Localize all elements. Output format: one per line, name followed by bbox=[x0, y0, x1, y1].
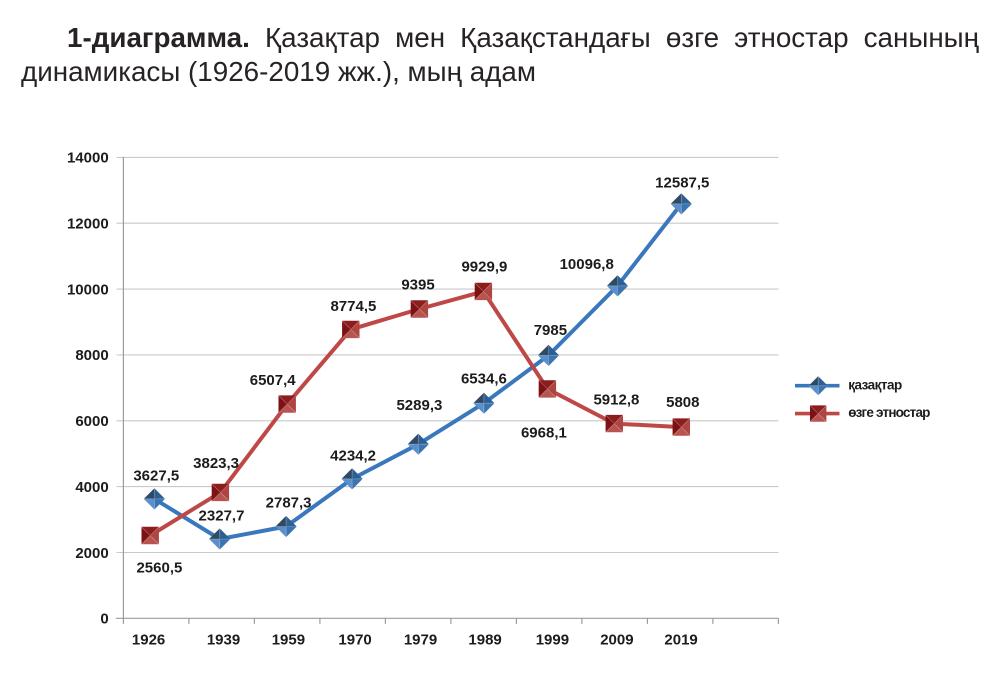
svg-text:8774,5: 8774,5 bbox=[330, 298, 376, 315]
svg-text:8000: 8000 bbox=[75, 347, 108, 364]
svg-text:10096,8: 10096,8 bbox=[560, 256, 614, 273]
svg-text:1979: 1979 bbox=[404, 632, 437, 649]
svg-text:4234,2: 4234,2 bbox=[330, 448, 376, 465]
svg-text:1939: 1939 bbox=[207, 632, 240, 649]
svg-text:2000: 2000 bbox=[75, 545, 108, 562]
svg-text:12000: 12000 bbox=[67, 216, 109, 233]
svg-text:өзге этностар: өзге этностар bbox=[848, 405, 930, 420]
svg-text:12587,5: 12587,5 bbox=[655, 174, 709, 191]
svg-text:2327,7: 2327,7 bbox=[199, 507, 245, 524]
svg-text:2560,5: 2560,5 bbox=[136, 559, 182, 576]
svg-text:3627,5: 3627,5 bbox=[133, 468, 179, 485]
svg-text:10000: 10000 bbox=[67, 281, 109, 298]
svg-text:қазақтар: қазақтар bbox=[848, 377, 902, 392]
svg-text:6000: 6000 bbox=[75, 413, 108, 430]
svg-text:5289,3: 5289,3 bbox=[396, 397, 442, 414]
svg-text:1959: 1959 bbox=[272, 632, 305, 649]
svg-text:3823,3: 3823,3 bbox=[193, 455, 239, 472]
svg-text:1999: 1999 bbox=[536, 632, 569, 649]
svg-text:1989: 1989 bbox=[468, 632, 501, 649]
svg-text:2787,3: 2787,3 bbox=[266, 495, 312, 512]
svg-text:14000: 14000 bbox=[67, 150, 109, 167]
svg-text:0: 0 bbox=[100, 611, 108, 628]
svg-text:2009: 2009 bbox=[600, 632, 633, 649]
svg-text:5912,8: 5912,8 bbox=[593, 391, 639, 408]
svg-text:5808: 5808 bbox=[666, 394, 699, 411]
svg-text:6534,6: 6534,6 bbox=[461, 371, 507, 388]
svg-text:7985: 7985 bbox=[534, 322, 567, 339]
svg-text:1970: 1970 bbox=[338, 632, 371, 649]
svg-text:6507,4: 6507,4 bbox=[250, 372, 297, 389]
svg-text:9395: 9395 bbox=[401, 276, 434, 293]
svg-text:2019: 2019 bbox=[664, 632, 697, 649]
svg-text:4000: 4000 bbox=[75, 479, 108, 496]
svg-text:9929,9: 9929,9 bbox=[461, 259, 507, 276]
svg-text:6968,1: 6968,1 bbox=[521, 425, 567, 442]
svg-text:1926: 1926 bbox=[132, 632, 165, 649]
